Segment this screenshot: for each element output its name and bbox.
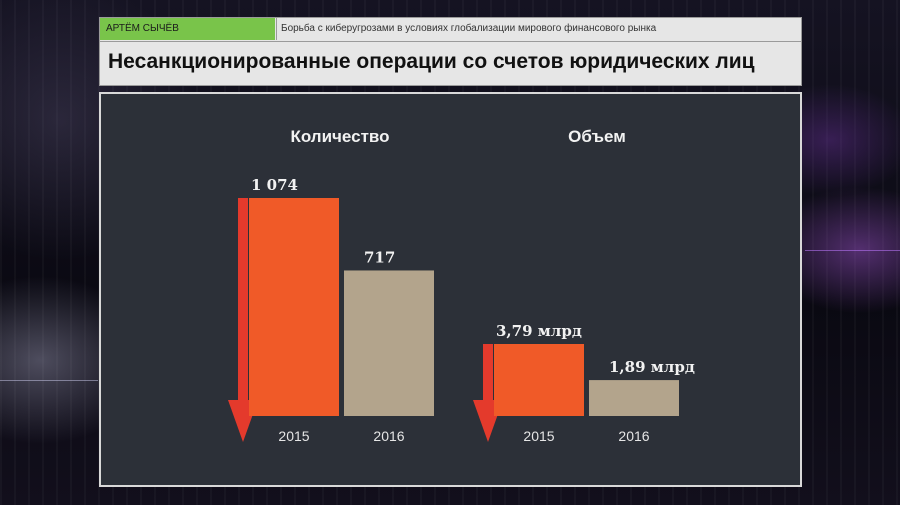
decorative-line [0, 380, 98, 381]
header-top-row: АРТЁМ СЫЧЁВ Борьба с киберугрозами в усл… [100, 18, 801, 42]
down-arrow-shaft [238, 198, 248, 410]
chart-panel [99, 92, 802, 487]
bar-2015 [249, 198, 339, 416]
bar-2015 [494, 344, 584, 416]
x-tick-label-2015: 2015 [523, 428, 554, 444]
author-label: АРТЁМ СЫЧЁВ [100, 18, 275, 40]
slide-title: Несанкционированные операции со счетов ю… [108, 50, 755, 73]
bar-2016 [589, 380, 679, 416]
data-label-2015: 1 074 [251, 176, 298, 194]
x-tick-label-2015: 2015 [278, 428, 309, 444]
chart-title-volume: Объем [568, 127, 626, 146]
chart-title-count: Количество [290, 127, 390, 146]
data-label-2016: 717 [364, 248, 395, 266]
down-arrow-shaft [483, 344, 493, 410]
x-tick-label-2016: 2016 [373, 428, 404, 444]
decorative-line [805, 250, 900, 251]
data-label-2016: 1,89 млрд [609, 358, 695, 376]
bar-2016 [344, 270, 434, 416]
slide-header: АРТЁМ СЫЧЁВ Борьба с киберугрозами в усл… [99, 17, 802, 86]
data-label-2015: 3,79 млрд [496, 322, 582, 340]
topic-label: Борьба с киберугрозами в условиях глобал… [276, 18, 801, 40]
x-tick-label-2016: 2016 [618, 428, 649, 444]
